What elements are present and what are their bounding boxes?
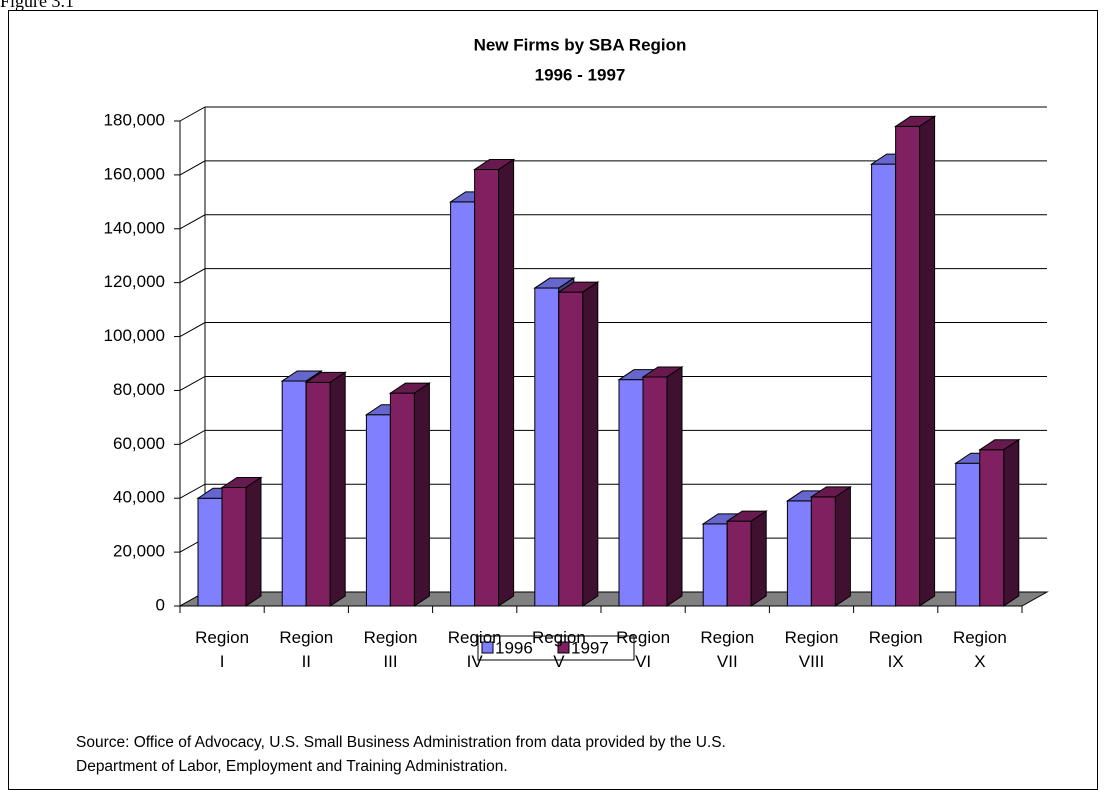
x-tick-label: Region V	[531, 628, 586, 671]
bar-front	[726, 520, 752, 607]
grid-line	[179, 214, 1047, 230]
legend-label: 1996	[495, 638, 533, 657]
bar-front	[474, 169, 500, 607]
bar	[978, 438, 1021, 607]
y-tick-label: 80,000	[113, 380, 165, 399]
source-note: Source: Office of Advocacy, U.S. Small B…	[76, 734, 726, 751]
bar-front	[618, 379, 644, 607]
bar-side	[582, 281, 599, 607]
bar-front	[871, 163, 897, 607]
bar	[893, 115, 937, 607]
legend-label: 1997	[571, 638, 609, 657]
x-tick-label: Region VII	[700, 628, 755, 671]
bar-front	[197, 497, 223, 607]
x-tick-label: Region I	[195, 628, 250, 671]
grid-line	[179, 268, 1047, 284]
x-tick-label: Region IX	[868, 628, 923, 671]
bar	[388, 382, 432, 607]
x-tick-label: Region VI	[616, 628, 671, 671]
figure-label: Figure 3.1	[0, 0, 74, 11]
legend-swatch	[557, 641, 570, 654]
bar-side	[498, 158, 515, 607]
bar-front	[534, 287, 560, 607]
bar-front	[365, 414, 391, 607]
x-tick-label: Region II	[279, 628, 334, 671]
grid-line	[179, 106, 1047, 122]
y-tick-label: 180,000	[104, 110, 165, 129]
bar-side	[329, 371, 346, 607]
legend-box	[477, 635, 635, 661]
bar-front	[979, 449, 1005, 607]
source-note: Department of Labor, Employment and Trai…	[76, 758, 508, 775]
y-tick-label: 140,000	[104, 218, 165, 237]
bar-front	[305, 381, 331, 607]
legend-swatch	[481, 641, 494, 654]
grid-line	[179, 160, 1047, 176]
bar-front	[221, 486, 247, 607]
bar-front	[450, 201, 476, 607]
bar-side	[834, 485, 851, 607]
bar-side	[750, 510, 767, 607]
y-tick-label: 60,000	[113, 434, 165, 453]
bar-side	[666, 366, 683, 607]
bar-front	[642, 376, 668, 607]
bar	[220, 476, 263, 607]
bar-front	[281, 380, 307, 607]
bar	[304, 371, 347, 607]
x-tick-label: Region IV	[447, 628, 502, 671]
bar-front	[810, 496, 836, 607]
grid-line	[179, 322, 1047, 337]
grid-line	[179, 375, 1047, 391]
y-tick-label: 100,000	[104, 326, 165, 345]
bar-front	[895, 125, 921, 607]
y-tick-label: 40,000	[113, 488, 165, 507]
chart-subtitle: 1996 - 1997	[535, 65, 626, 84]
bar-side	[413, 382, 430, 607]
bar-front	[786, 500, 812, 607]
bar	[809, 485, 853, 607]
y-tick-label: 20,000	[113, 542, 165, 561]
bar	[725, 510, 768, 607]
x-tick-label: Region X	[952, 628, 1007, 671]
bar-front	[389, 392, 415, 607]
bar-front	[702, 523, 728, 607]
grid-line	[179, 483, 1047, 499]
bar-side	[1003, 438, 1020, 607]
y-tick-label: 0	[156, 595, 165, 614]
x-tick-label: Region III	[363, 628, 418, 671]
bar	[557, 281, 600, 607]
bar-side	[245, 476, 262, 607]
bar	[472, 158, 516, 607]
bar-front	[558, 291, 584, 607]
bar-side	[919, 115, 936, 607]
x-tick-label: Region VIII	[784, 628, 839, 671]
bar	[641, 366, 684, 607]
chart-title: New Firms by SBA Region	[474, 35, 687, 54]
y-tick-label: 160,000	[104, 164, 165, 183]
grid-line	[179, 429, 1047, 445]
y-tick-label: 120,000	[104, 272, 165, 291]
bar-front	[955, 462, 981, 607]
